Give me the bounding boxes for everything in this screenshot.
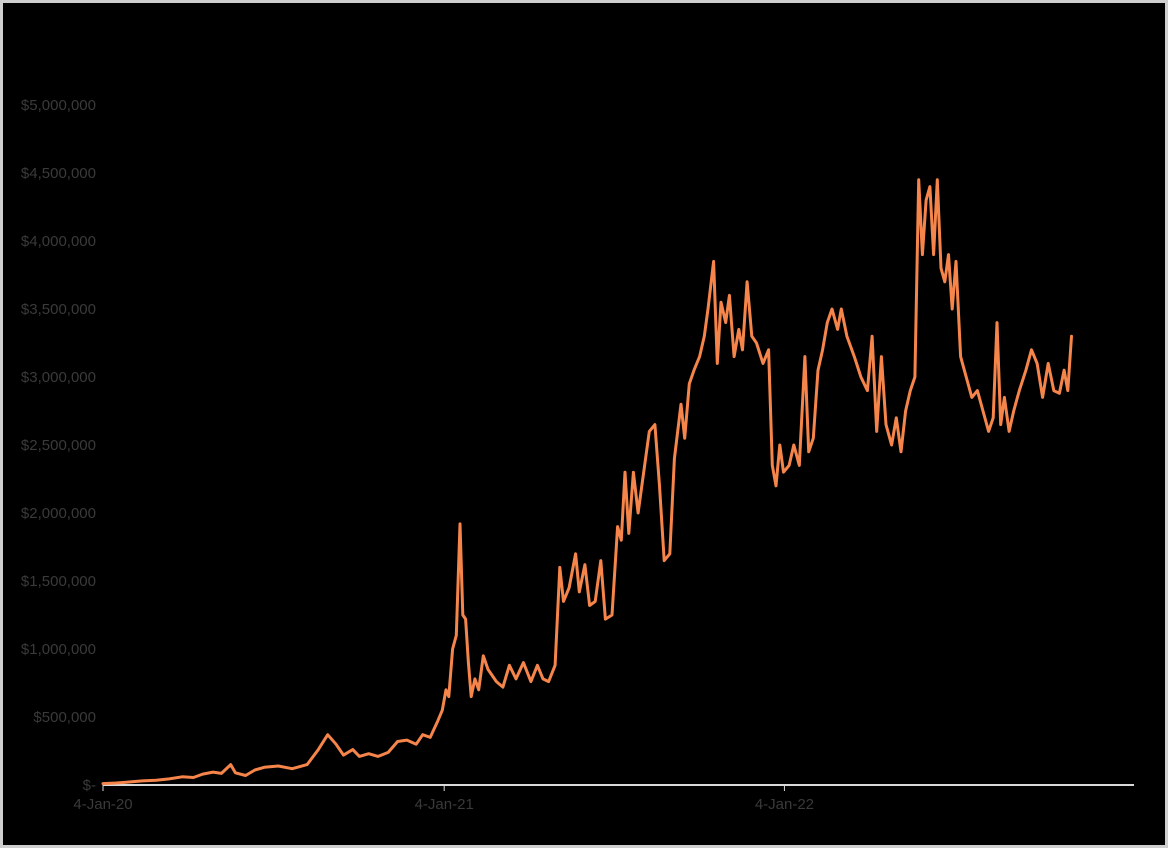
y-tick-label: $2,000,000 <box>21 505 96 522</box>
y-tick-label: $4,000,000 <box>21 233 96 250</box>
y-tick-label: $3,500,000 <box>21 301 96 318</box>
y-tick-label: $4,500,000 <box>21 165 96 182</box>
x-tick-label: 4-Jan-22 <box>755 796 814 813</box>
y-tick-label: $3,000,000 <box>21 369 96 386</box>
y-tick-label: $- <box>83 777 96 794</box>
series-line <box>101 178 1073 786</box>
y-tick-label: $1,500,000 <box>21 573 96 590</box>
y-tick-label: $1,000,000 <box>21 641 96 658</box>
x-axis-tick-labels: 4-Jan-20 4-Jan-21 4-Jan-22 <box>73 796 814 813</box>
y-axis-tick-labels: $- $500,000 $1,000,000 $1,500,000 $2,000,000… <box>21 97 96 794</box>
x-tick-label: 4-Jan-20 <box>73 796 132 813</box>
x-axis-ticks <box>102 785 785 791</box>
x-tick-label: 4-Jan-21 <box>415 796 474 813</box>
y-tick-label: $500,000 <box>33 709 96 726</box>
y-tick-label: $2,500,000 <box>21 437 96 454</box>
y-tick-label: $5,000,000 <box>21 97 96 114</box>
